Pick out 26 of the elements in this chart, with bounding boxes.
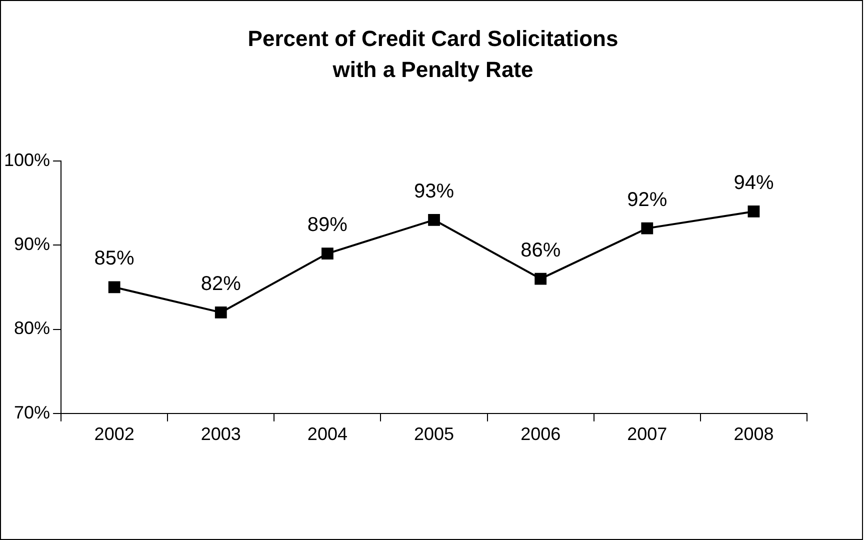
y-tick-label: 90% [14, 234, 50, 254]
data-label: 92% [627, 188, 668, 211]
point [641, 222, 654, 234]
x-tick-label: 2003 [200, 424, 241, 444]
chart-title: Percent of Credit Card Solicitations with a Penalty Rate [246, 25, 620, 84]
point [108, 281, 120, 294]
x-tick-label: 2006 [520, 424, 561, 444]
y-tick-label: 80% [14, 318, 50, 338]
data-label: 82% [200, 272, 242, 295]
data-label: 94% [734, 172, 774, 194]
point [428, 214, 440, 226]
x-tick-label: 2004 [307, 424, 348, 444]
point [214, 306, 227, 318]
data-label: 85% [94, 248, 135, 270]
x-tick-label: 2002 [94, 424, 134, 444]
y-tick-label: 70% [14, 402, 50, 422]
point [534, 272, 547, 285]
x-tick-label: 2008 [734, 424, 774, 444]
point [748, 206, 760, 218]
point [322, 248, 334, 260]
data-label: 93% [414, 180, 454, 202]
x-tick-label: 2007 [627, 424, 668, 444]
y-tick-label: 100% [4, 150, 50, 170]
data-label: 86% [520, 239, 561, 262]
x-tick-label: 2005 [414, 424, 454, 444]
data-label: 89% [307, 214, 348, 236]
